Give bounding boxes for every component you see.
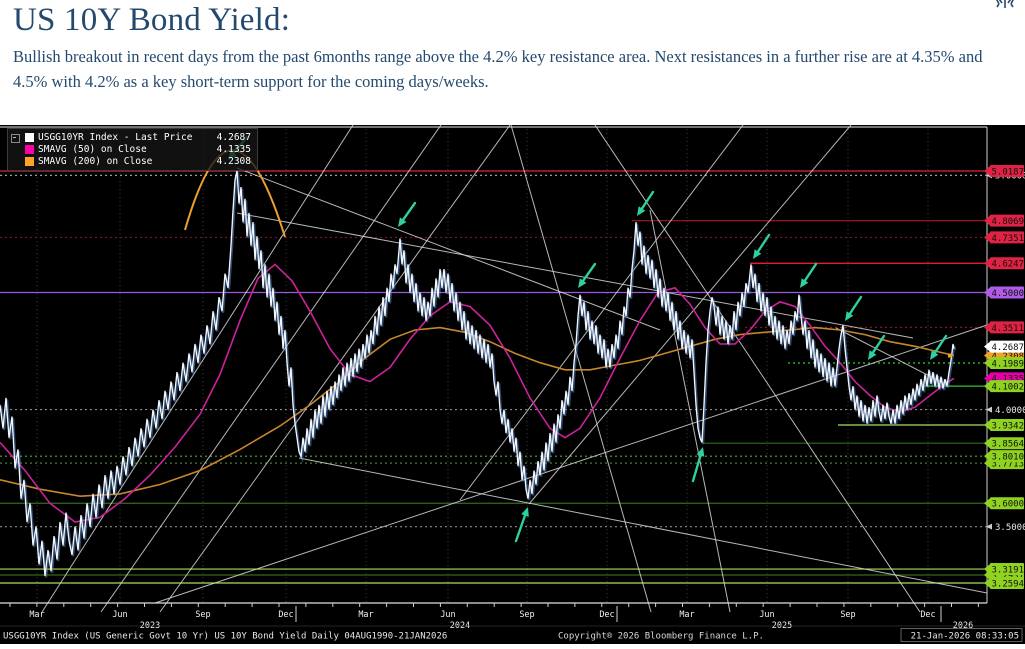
svg-text:4.0000: 4.0000	[995, 406, 1025, 416]
price-axis-labels: 5.00004.00003.50004.23084.13353.77133.29…	[984, 165, 1025, 589]
svg-text:Sep: Sep	[195, 610, 210, 620]
legend-item-0: USGG10YR Index - Last Price 4.2687	[25, 131, 251, 143]
svg-text:Jun: Jun	[112, 610, 127, 620]
svg-text:Mar: Mar	[358, 610, 373, 620]
sma50-line	[0, 263, 955, 523]
svg-text:4.7351: 4.7351	[992, 234, 1025, 244]
legend-series-value: 4.1335	[216, 143, 251, 155]
svg-text:Mar: Mar	[29, 610, 44, 620]
chart-footer: USGG10YR Index (US Generic Govt 10 Yr) U…	[0, 625, 1025, 642]
svg-text:4.1002: 4.1002	[992, 383, 1025, 393]
svg-text:Dec: Dec	[278, 610, 293, 620]
svg-text:4.1335: 4.1335	[992, 375, 1025, 385]
legend-series-value: 4.2687	[216, 131, 251, 143]
brand-crest-icon	[996, 0, 1014, 8]
svg-text:3.8564: 3.8564	[992, 440, 1025, 450]
svg-text:3.2594: 3.2594	[992, 579, 1025, 589]
chart-legend: USGG10YR Index - Last Price 4.2687 SMAVG (…	[7, 128, 258, 171]
bond-yield-chart: Mar Jun Sep Dec Mar Jun Sep Dec Mar Jun Sep Dec 2023…	[0, 124, 1025, 644]
svg-text:Dec: Dec	[920, 610, 935, 620]
svg-text:4.2308: 4.2308	[992, 352, 1025, 362]
svg-text:3.2937: 3.2937	[992, 571, 1025, 581]
sma200-end-marker	[948, 353, 952, 358]
svg-text:3.7713: 3.7713	[992, 460, 1025, 470]
svg-text:Jun: Jun	[759, 610, 774, 620]
chart-source-text: USGG10YR Index (US Generic Govt 10 Yr) U…	[3, 632, 447, 642]
svg-text:4.1989: 4.1989	[992, 359, 1025, 369]
legend-item-2: SMAVG (200) on Close 4.2308	[25, 155, 251, 167]
sma200-line	[0, 326, 955, 498]
legend-color-chip	[25, 144, 34, 154]
svg-text:4.8069: 4.8069	[992, 217, 1025, 227]
legend-tree-expander-icon	[11, 134, 20, 143]
copyright-text: Copyright® 2026 Bloomberg Finance L.P.	[558, 632, 764, 642]
svg-text:3.9342: 3.9342	[992, 421, 1025, 431]
page-title: US 10Y Bond Yield:	[13, 2, 291, 38]
svg-text:4.3511: 4.3511	[992, 324, 1025, 334]
legend-series-label: SMAVG (50) on Close	[38, 143, 147, 155]
svg-text:Sep: Sep	[840, 610, 855, 620]
svg-text:4.5000: 4.5000	[992, 289, 1025, 299]
legend-item-1: SMAVG (50) on Close 4.1335	[25, 143, 251, 155]
page-subtitle: Bullish breakout in recent days from the…	[13, 47, 983, 91]
svg-text:3.5000: 3.5000	[995, 523, 1025, 533]
svg-text:Sep: Sep	[519, 610, 534, 620]
legend-color-chip	[25, 156, 34, 166]
support-resistance-lines	[0, 170, 987, 584]
legend-series-value: 4.2308	[216, 155, 251, 167]
svg-text:4.6247: 4.6247	[992, 260, 1025, 270]
svg-text:Mar: Mar	[679, 610, 694, 620]
timestamp-text: 21-Jan-2026 08:33:05	[911, 632, 1019, 642]
svg-text:3.3191: 3.3191	[992, 565, 1025, 575]
svg-text:3.6000: 3.6000	[992, 500, 1025, 510]
report-header: US 10Y Bond Yield: Bullish breakout in r…	[0, 0, 1025, 125]
svg-text:Dec: Dec	[599, 610, 614, 620]
price-series	[0, 170, 957, 578]
svg-text:4.2687: 4.2687	[992, 343, 1025, 353]
svg-text:3.8010: 3.8010	[992, 453, 1025, 463]
chart-canvas: Mar Jun Sep Dec Mar Jun Sep Dec Mar Jun Sep Dec2023…	[0, 124, 1025, 644]
legend-series-label: SMAVG (200) on Close	[38, 155, 153, 167]
legend-color-chip	[25, 132, 34, 142]
svg-text:5.0187: 5.0187	[992, 167, 1025, 177]
svg-text:Jun: Jun	[440, 610, 455, 620]
legend-series-label: USGG10YR Index - Last Price	[38, 131, 193, 143]
